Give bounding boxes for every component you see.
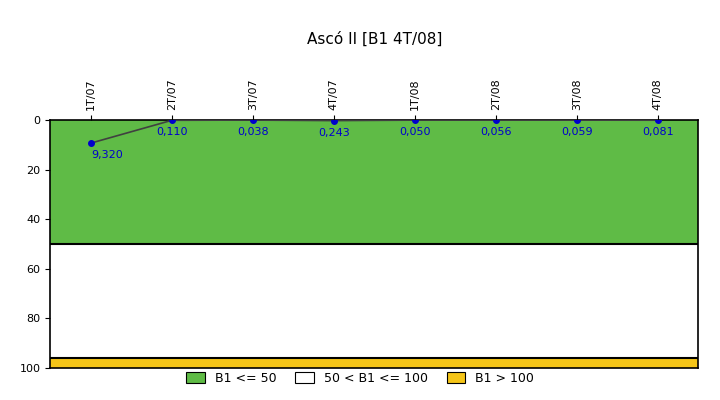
Text: 0,081: 0,081: [642, 127, 674, 137]
Text: 0,038: 0,038: [237, 127, 269, 137]
Text: 0,050: 0,050: [399, 127, 431, 137]
Text: 9,320: 9,320: [91, 150, 122, 160]
Text: 0,056: 0,056: [480, 127, 512, 137]
Text: 0,059: 0,059: [561, 127, 593, 137]
Legend: B1 <= 50, 50 < B1 <= 100, B1 > 100: B1 <= 50, 50 < B1 <= 100, B1 > 100: [181, 367, 539, 390]
Text: 0,110: 0,110: [156, 127, 188, 137]
Title: Ascó II [B1 4T/08]: Ascó II [B1 4T/08]: [307, 32, 442, 47]
Text: 0,243: 0,243: [318, 128, 350, 138]
